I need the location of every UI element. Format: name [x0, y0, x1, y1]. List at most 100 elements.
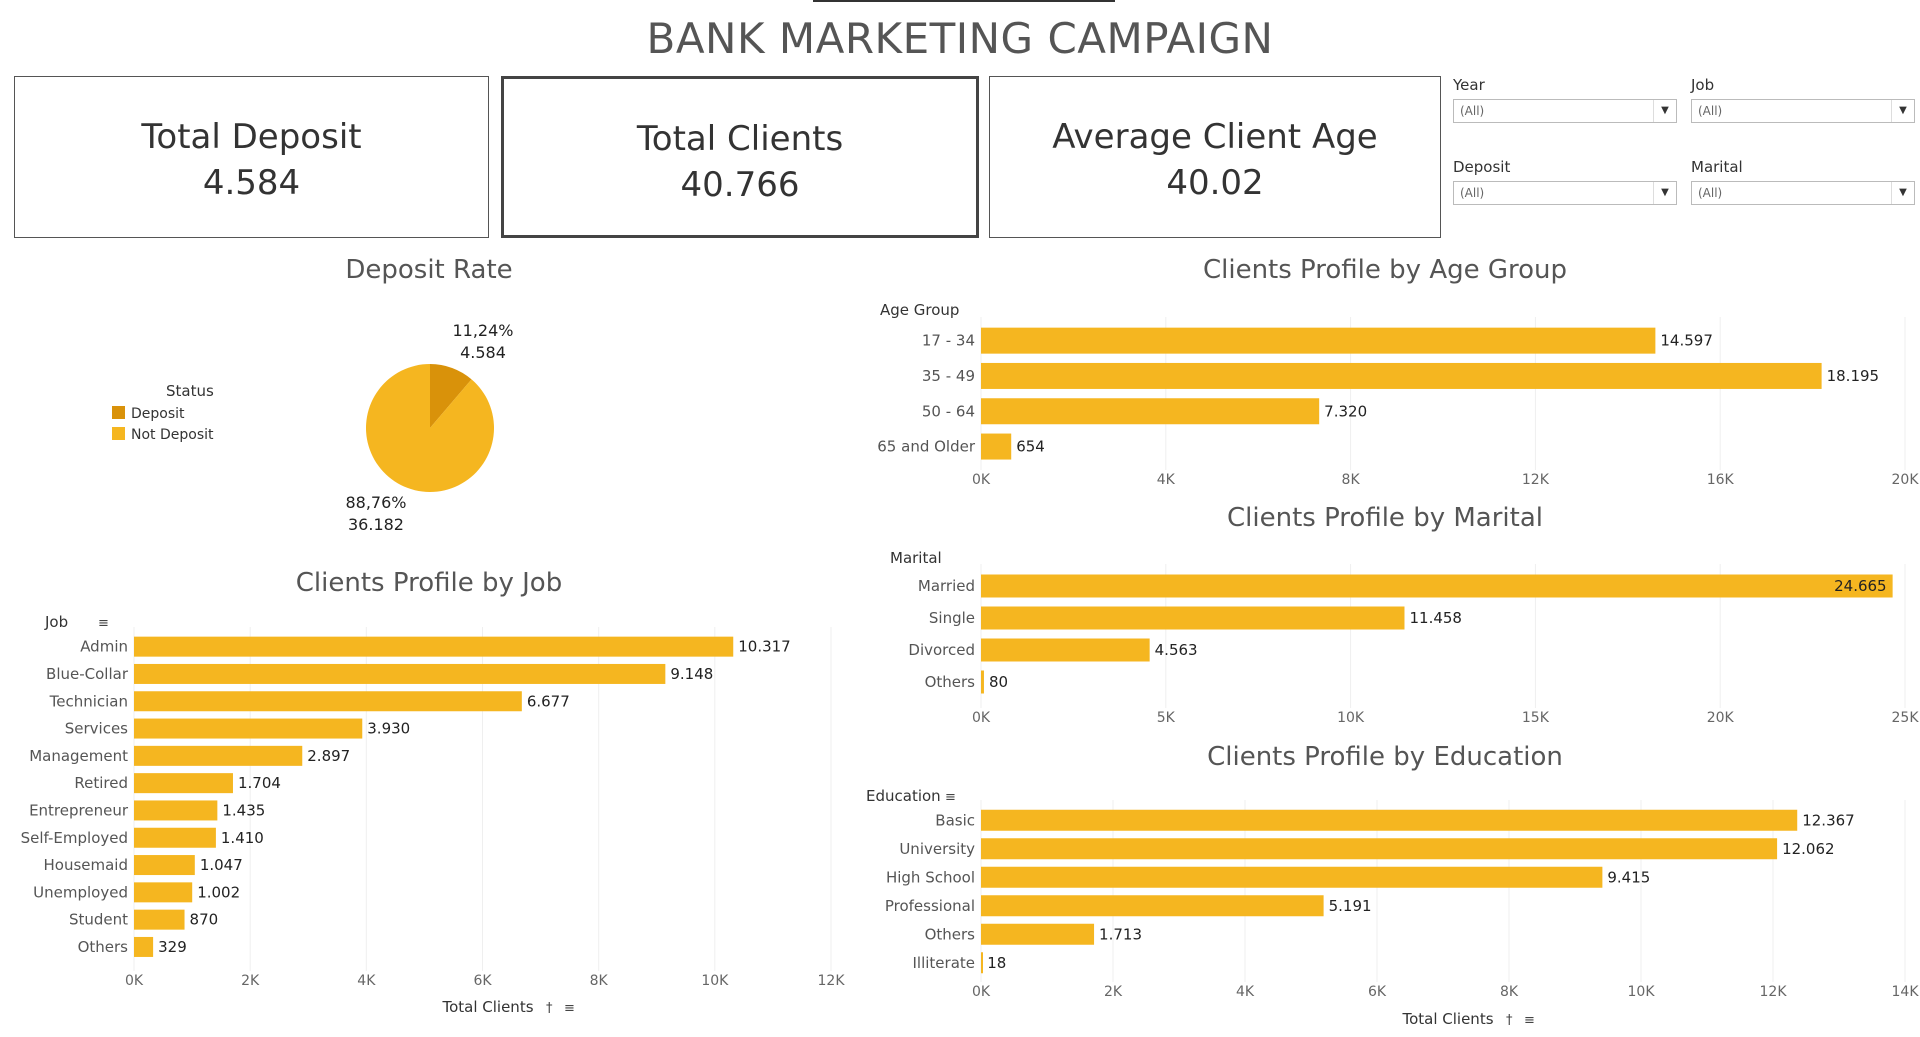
category-label: Others — [78, 938, 129, 956]
bar[interactable] — [134, 636, 734, 657]
kpi-total-deposit[interactable]: Total Deposit 4.584 — [14, 76, 489, 238]
x-tick-label: 8K — [590, 973, 609, 989]
sort-icon[interactable]: ≡ — [945, 790, 956, 805]
data-label: 24.665 — [1834, 577, 1887, 595]
chevron-down-icon[interactable]: ▼ — [1891, 182, 1914, 204]
sort-icon[interactable]: ≡ — [564, 1001, 575, 1016]
bar[interactable] — [134, 827, 216, 848]
x-tick-label: 8K — [1500, 984, 1519, 1000]
bar[interactable] — [134, 745, 303, 766]
bar[interactable] — [134, 800, 218, 821]
x-axis-title: Total Clients — [1401, 1010, 1493, 1028]
pie-pct-label: 11,24% — [452, 321, 513, 340]
category-label: Housemaid — [44, 856, 129, 874]
bar[interactable] — [981, 327, 1656, 354]
marital-select[interactable]: (All) ▼ — [1691, 181, 1915, 205]
bar[interactable] — [981, 638, 1150, 662]
data-label: 12.367 — [1802, 811, 1855, 829]
x-tick-label: 12K — [1522, 472, 1550, 488]
data-label: 1.047 — [200, 856, 243, 874]
kpi-average-client-age[interactable]: Average Client Age 40.02 — [989, 76, 1441, 238]
sort-icon[interactable]: ≡ — [98, 616, 109, 631]
pie-slice-deposit[interactable] — [430, 364, 472, 428]
kpi-value: 40.766 — [680, 165, 800, 205]
bar[interactable] — [981, 606, 1405, 630]
bar[interactable] — [981, 952, 983, 974]
kpi-label: Total Deposit — [141, 117, 362, 157]
data-label: 4.563 — [1155, 641, 1198, 659]
bar[interactable] — [981, 923, 1095, 945]
bar[interactable] — [981, 809, 1798, 831]
data-label: 1.002 — [197, 883, 240, 901]
data-label: 2.897 — [307, 747, 350, 765]
bar[interactable] — [981, 574, 1893, 598]
kpi-total-clients[interactable]: Total Clients 40.766 — [501, 76, 979, 238]
data-label: 1.435 — [222, 801, 265, 819]
deposit-rate-title: Deposit Rate — [345, 255, 513, 285]
pin-icon[interactable]: † — [546, 1001, 553, 1016]
bar[interactable] — [981, 838, 1778, 860]
bar[interactable] — [134, 936, 154, 957]
data-label: 1.410 — [221, 829, 264, 847]
job-select[interactable]: (All) ▼ — [1691, 99, 1915, 123]
bar[interactable] — [134, 882, 193, 903]
job-chart-title: Clients Profile by Job — [295, 568, 563, 598]
x-tick-label: 10K — [1337, 710, 1365, 726]
deposit-select[interactable]: (All) ▼ — [1453, 181, 1677, 205]
category-label: Entrepreneur — [29, 801, 129, 819]
year-select[interactable]: (All) ▼ — [1453, 99, 1677, 123]
x-tick-label: 4K — [1236, 984, 1255, 1000]
bar[interactable] — [134, 773, 233, 794]
data-label: 1.704 — [238, 774, 281, 792]
chevron-down-icon[interactable]: ▼ — [1653, 100, 1676, 122]
category-label: Basic — [935, 811, 975, 829]
x-tick-label: 4K — [357, 973, 376, 989]
category-label: University — [899, 840, 975, 858]
x-tick-label: 10K — [701, 973, 729, 989]
sort-icon[interactable]: ≡ — [1524, 1013, 1535, 1028]
data-label: 7.320 — [1324, 402, 1367, 420]
data-label: 9.415 — [1607, 868, 1650, 886]
bar[interactable] — [981, 362, 1822, 389]
top-divider — [813, 0, 1115, 2]
bar[interactable] — [981, 670, 984, 694]
category-label: Blue-Collar — [46, 665, 129, 683]
data-label: 870 — [190, 911, 219, 929]
pin-icon[interactable]: † — [1506, 1013, 1513, 1028]
bar[interactable] — [134, 855, 195, 876]
filter-job: Job (All) ▼ — [1691, 76, 1915, 123]
bar[interactable] — [981, 866, 1603, 888]
chevron-down-icon[interactable]: ▼ — [1891, 100, 1914, 122]
data-label: 9.148 — [670, 665, 713, 683]
chevron-down-icon[interactable]: ▼ — [1653, 182, 1676, 204]
legend-item[interactable]: Not Deposit — [131, 427, 214, 443]
dashboard-title: BANK MARKETING CAMPAIGN — [646, 14, 1274, 63]
x-tick-label: 0K — [125, 973, 144, 989]
legend-swatch — [112, 427, 125, 440]
category-label: Married — [918, 577, 975, 595]
bar[interactable] — [134, 909, 185, 930]
bar[interactable] — [981, 433, 1012, 460]
data-label: 5.191 — [1329, 897, 1372, 915]
x-tick-label: 20K — [1707, 710, 1735, 726]
category-label: Unemployed — [33, 883, 128, 901]
pie-slice-not-deposit[interactable] — [365, 364, 494, 492]
bar[interactable] — [134, 663, 666, 684]
legend-item[interactable]: Deposit — [131, 406, 185, 422]
pie-pct-label: 88,76% — [345, 493, 406, 512]
bar[interactable] — [134, 718, 363, 739]
bar[interactable] — [981, 895, 1324, 917]
bar[interactable] — [134, 691, 522, 712]
x-tick-label: 0K — [972, 984, 991, 1000]
marital-chart-title: Clients Profile by Marital — [1227, 503, 1543, 533]
category-label: 17 - 34 — [922, 332, 975, 350]
data-label: 80 — [989, 673, 1008, 691]
bar[interactable] — [981, 398, 1320, 425]
category-label: 35 - 49 — [922, 367, 975, 385]
data-label: 329 — [158, 938, 187, 956]
x-tick-label: 4K — [1157, 472, 1176, 488]
x-tick-label: 25K — [1892, 710, 1920, 726]
x-tick-label: 6K — [1368, 984, 1387, 1000]
data-label: 11.458 — [1409, 609, 1462, 627]
